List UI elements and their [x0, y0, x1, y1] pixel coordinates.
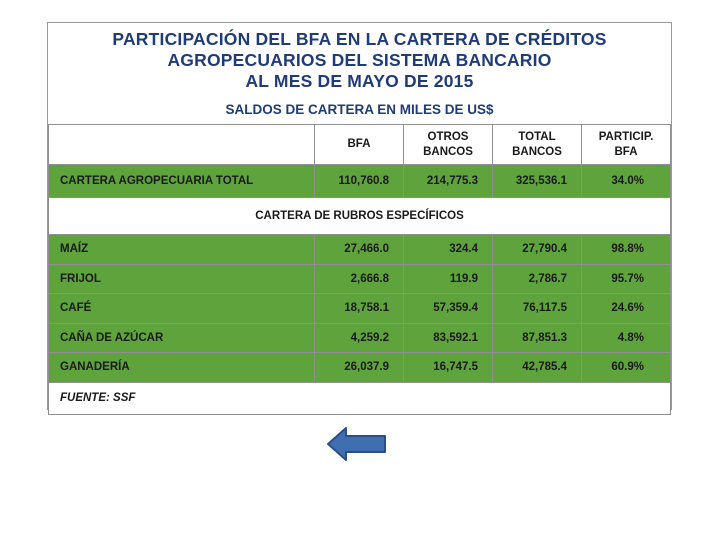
header-total-line-2: BANCOS	[512, 145, 562, 158]
title-line-1: PARTICIPACIÓN DEL BFA EN LA CARTERA DE C…	[112, 29, 607, 49]
section-title: CARTERA DE RUBROS ESPECÍFICOS	[48, 197, 671, 235]
table-row: CAFÉ 18,758.1 57,359.4 76,117.5 24.6%	[48, 293, 671, 324]
row-bfa: 26,037.9	[314, 352, 404, 383]
table-subtitle: SALDOS DE CARTERA EN MILES DE US$	[225, 102, 494, 117]
table-row: GANADERÍA 26,037.9 16,747.5 42,785.4 60.…	[48, 352, 671, 383]
header-particip-bfa: PARTICIP. BFA	[581, 124, 671, 165]
total-particip: 34.0%	[581, 164, 671, 198]
header-otros-bancos: OTROS BANCOS	[403, 124, 493, 165]
portfolio-table: BFA OTROS BANCOS TOTAL BANCOS PARTICIP. …	[48, 124, 671, 415]
row-particip: 4.8%	[581, 322, 671, 353]
row-total: 27,790.4	[492, 234, 582, 265]
row-otros: 16,747.5	[403, 352, 493, 383]
left-arrow-icon	[327, 427, 386, 461]
table-row: MAÍZ 27,466.0 324.4 27,790.4 98.8%	[48, 234, 671, 265]
source-note: FUENTE: SSF	[48, 381, 671, 415]
row-particip: 95.7%	[581, 263, 671, 294]
source-row: FUENTE: SSF	[48, 381, 671, 415]
total-total: 325,536.1	[492, 164, 582, 198]
row-label: CAÑA DE AZÚCAR	[48, 322, 315, 353]
title-line-2: AGROPECUARIOS DEL SISTEMA BANCARIO	[167, 50, 552, 70]
row-otros: 57,359.4	[403, 293, 493, 324]
row-otros: 324.4	[403, 234, 493, 265]
row-total: 76,117.5	[492, 293, 582, 324]
row-total: 87,851.3	[492, 322, 582, 353]
row-bfa: 4,259.2	[314, 322, 404, 353]
row-particip: 24.6%	[581, 293, 671, 324]
page-title: PARTICIPACIÓN DEL BFA EN LA CARTERA DE C…	[48, 29, 671, 92]
title-line-3: AL MES DE MAYO DE 2015	[245, 71, 474, 91]
row-bfa: 2,666.8	[314, 263, 404, 294]
total-label: CARTERA AGROPECUARIA TOTAL	[48, 164, 315, 198]
header-total-bancos: TOTAL BANCOS	[492, 124, 582, 165]
header-otros-line-1: OTROS	[427, 130, 469, 143]
table-row: FRIJOL 2,666.8 119.9 2,786.7 95.7%	[48, 263, 671, 294]
header-otros-line-2: BANCOS	[423, 145, 473, 158]
row-total: 2,786.7	[492, 263, 582, 294]
header-particip-line-1: PARTICIP.	[598, 130, 654, 143]
row-label: CAFÉ	[48, 293, 315, 324]
row-total: 42,785.4	[492, 352, 582, 383]
section-row: CARTERA DE RUBROS ESPECÍFICOS	[48, 197, 671, 235]
row-otros: 119.9	[403, 263, 493, 294]
row-particip: 98.8%	[581, 234, 671, 265]
header-bfa: BFA	[314, 124, 404, 165]
row-particip: 60.9%	[581, 352, 671, 383]
total-row: CARTERA AGROPECUARIA TOTAL 110,760.8 214…	[48, 164, 671, 198]
row-bfa: 18,758.1	[314, 293, 404, 324]
header-row: BFA OTROS BANCOS TOTAL BANCOS PARTICIP. …	[48, 124, 671, 165]
row-label: FRIJOL	[48, 263, 315, 294]
header-blank-cell	[48, 124, 315, 165]
back-button[interactable]	[326, 425, 388, 463]
report-frame: PARTICIPACIÓN DEL BFA EN LA CARTERA DE C…	[47, 22, 672, 415]
header-total-line-1: TOTAL	[518, 130, 556, 143]
total-otros: 214,775.3	[403, 164, 493, 198]
total-bfa: 110,760.8	[314, 164, 404, 198]
table-row: CAÑA DE AZÚCAR 4,259.2 83,592.1 87,851.3…	[48, 322, 671, 353]
row-bfa: 27,466.0	[314, 234, 404, 265]
row-label: GANADERÍA	[48, 352, 315, 383]
header-particip-line-2: BFA	[614, 145, 638, 158]
row-otros: 83,592.1	[403, 322, 493, 353]
row-label: MAÍZ	[48, 234, 315, 265]
